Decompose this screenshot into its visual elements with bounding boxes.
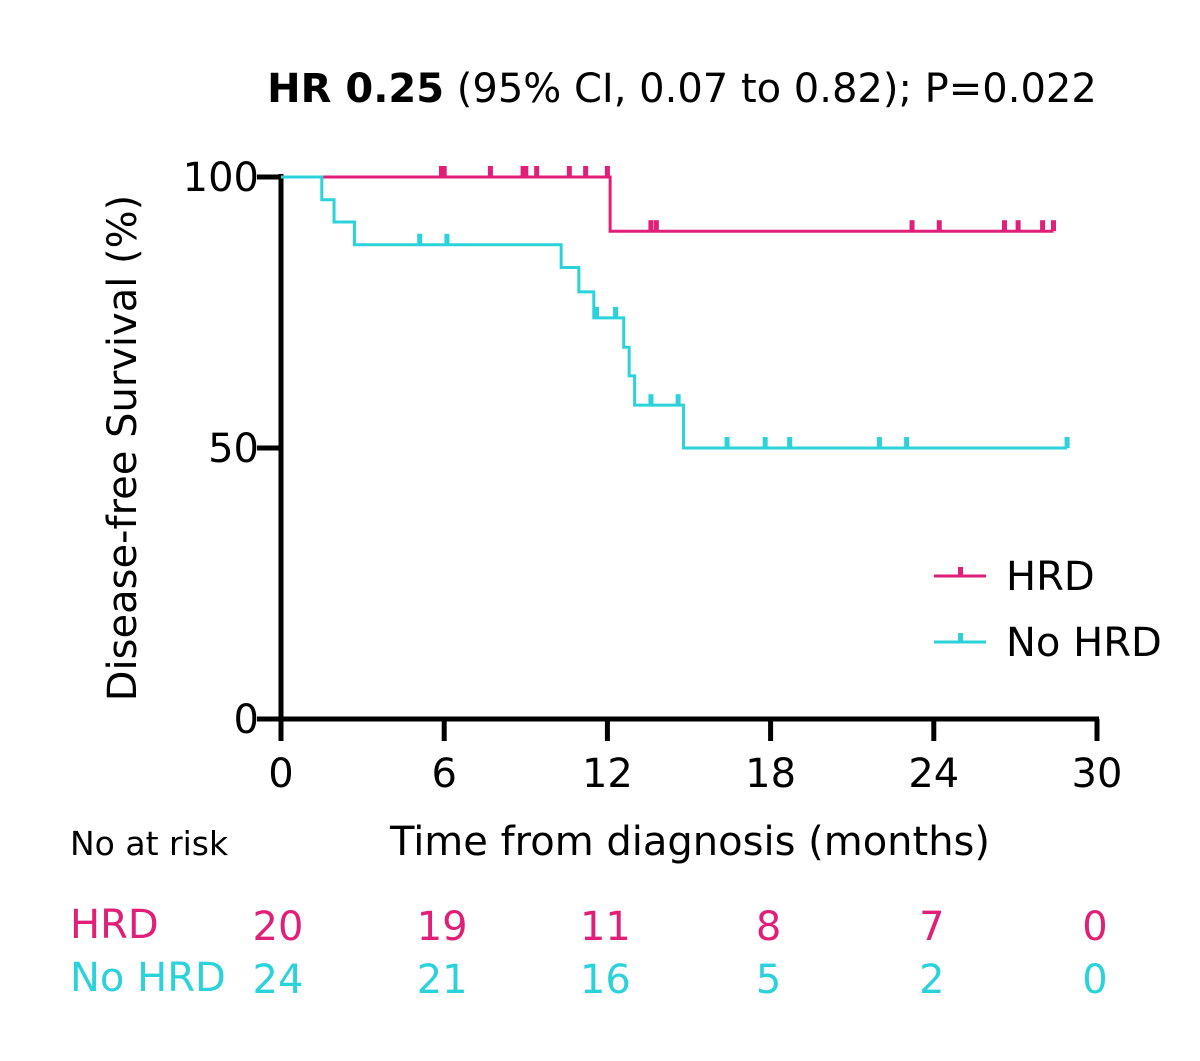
hrd-censor-mark	[438, 166, 444, 177]
risk-row-label-hrd: HRD	[70, 902, 159, 948]
x-tick-label: 30	[1072, 751, 1123, 797]
survival-curves	[281, 166, 1070, 450]
x-tick-label: 18	[745, 751, 796, 797]
hrd-censor-mark	[520, 166, 526, 177]
legend-label-no-hrd: No HRD	[1006, 620, 1162, 666]
y-tick-label: 0	[234, 697, 259, 743]
no-hrd-censor-mark	[417, 233, 423, 245]
no-hrd-censor-mark	[1064, 437, 1070, 448]
no-hrd-censor-mark	[904, 437, 910, 448]
no-hrd-censor-mark	[675, 394, 681, 406]
no-hrd-censor-mark	[724, 437, 730, 448]
x-tick-label: 12	[582, 751, 633, 797]
hrd-censor-mark	[441, 166, 447, 177]
risk-table: HRD 20 19 11 8 7 0No HRD 24 21 16 5 2 0	[70, 902, 1108, 1003]
risk-count-hrd: 11	[580, 904, 631, 950]
legend-censor-hrd	[958, 567, 963, 576]
hrd-censor-mark	[1002, 220, 1008, 232]
risk-count-hrd: 0	[1082, 904, 1107, 950]
no-hrd-censor-mark	[762, 437, 768, 448]
risk-table-label: No at risk	[70, 824, 229, 863]
legend: HRD No HRD	[934, 554, 1162, 666]
risk-row-label-no-hrd: No HRD	[70, 955, 226, 1001]
risk-count-no-hrd: 2	[919, 957, 944, 1003]
legend-censor-no-hrd	[958, 633, 963, 642]
hrd-censor-mark	[604, 166, 610, 177]
hrd-censor-mark	[653, 220, 659, 232]
hrd-censor-mark	[534, 166, 540, 177]
chart-title: HR 0.25 (95% CI, 0.07 to 0.82); P=0.022	[267, 66, 1097, 112]
hrd-censor-mark	[566, 166, 572, 177]
y-tick-label: 100	[183, 155, 259, 201]
hrd-censor-mark	[1015, 220, 1021, 232]
y-tick-label: 50	[208, 426, 259, 472]
risk-count-no-hrd: 0	[1082, 957, 1107, 1003]
risk-count-no-hrd: 21	[417, 957, 468, 1003]
no-hrd-censor-mark	[648, 394, 654, 406]
hrd-censor-mark	[1040, 220, 1046, 232]
risk-count-hrd: 20	[253, 904, 304, 950]
hrd-censor-mark	[909, 220, 915, 232]
risk-count-no-hrd: 16	[580, 957, 631, 1003]
risk-count-no-hrd: 24	[253, 957, 304, 1003]
x-tick-label: 0	[268, 751, 293, 797]
x-axis-label: Time from diagnosis (months)	[389, 819, 990, 865]
risk-count-hrd: 7	[919, 904, 944, 950]
hrd-censor-mark	[523, 166, 529, 177]
risk-count-hrd: 8	[756, 904, 781, 950]
axes: 0 50 100 0 6 12 18 24 30	[183, 155, 1123, 797]
no-hrd-censor-mark	[876, 437, 882, 448]
hazard-ratio: HR 0.25	[267, 66, 444, 112]
no-hrd-censor-mark	[594, 306, 600, 318]
no-hrd-survival-line	[281, 175, 1068, 450]
no-hrd-censor-mark	[613, 306, 619, 318]
risk-count-no-hrd: 5	[756, 957, 781, 1003]
x-tick-label: 24	[908, 751, 959, 797]
confidence-interval: (95% CI, 0.07 to 0.82); P=0.022	[444, 66, 1097, 112]
legend-label-hrd: HRD	[1006, 554, 1095, 600]
hrd-censor-mark	[583, 166, 589, 177]
y-axis-label: Disease-free Survival (%)	[100, 195, 146, 702]
no-hrd-censor-mark	[444, 233, 450, 245]
hrd-censor-mark	[1050, 220, 1056, 232]
no-hrd-censor-mark	[787, 437, 793, 448]
hrd-censor-mark	[648, 220, 654, 232]
risk-count-hrd: 19	[417, 904, 468, 950]
hrd-censor-mark	[487, 166, 493, 177]
x-tick-label: 6	[431, 751, 456, 797]
hrd-censor-mark	[936, 220, 942, 232]
